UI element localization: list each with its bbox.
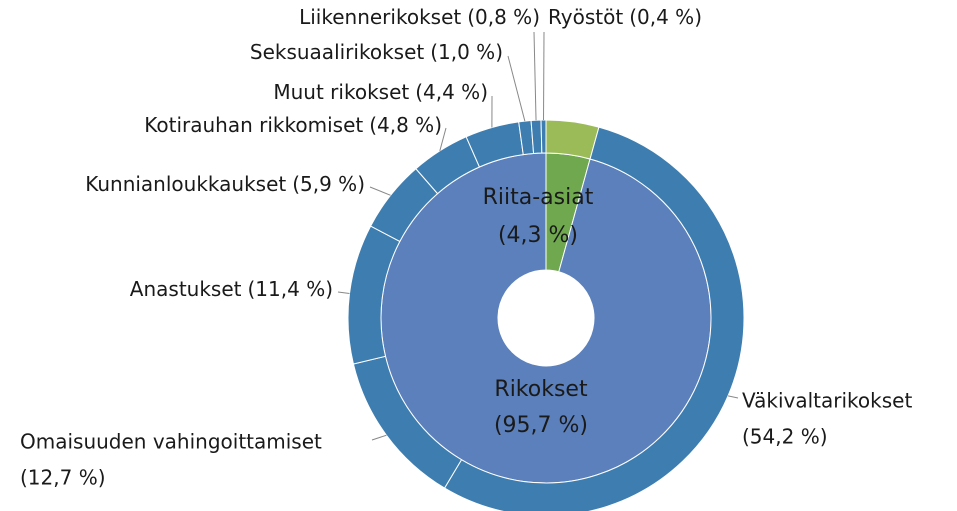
segment-value-label: (4,4 %) [415,80,488,104]
ring-segment [540,119,547,154]
ring-segment [545,119,600,160]
segment-label: Väkivaltarikokset [742,389,912,413]
segment-value-label: (5,9 %) [292,172,365,196]
segment-label: Liikennerikokset (0,8 %) [299,5,540,29]
segment-value-label: (54,2 %) [742,425,828,449]
segment-value-label: (11,4 %) [248,277,334,301]
segment-value-label: (0,4 %) [629,5,702,29]
segment-name: Kunnianloukkaukset [85,172,286,196]
segment-label: Rikokset [494,377,588,402]
segment-label: Ryöstöt (0,4 %) [548,5,702,29]
segment-label: Seksuaalirikokset (1,0 %) [250,40,503,64]
segment-name: Seksuaalirikokset [250,40,424,64]
ring-segment [530,119,543,155]
segment-name: Anastukset [130,277,242,301]
segment-name: Muut rikokset [273,80,409,104]
leader-line [369,186,391,196]
segment-label: Riita-asiat [483,185,594,210]
segment-value-label: (0,8 %) [467,5,540,29]
leader-line [533,31,537,121]
segment-name: Ryöstöt [548,5,623,29]
ring-segment [443,126,745,511]
segment-value-label: (12,7 %) [20,466,106,490]
segment-value-label: (95,7 %) [494,413,588,438]
leader-line [507,55,526,122]
segment-label: Muut rikokset (4,4 %) [273,80,488,104]
segment-label: Kotirauhan rikkomiset (4,8 %) [144,113,442,137]
segment-value-label: (4,8 %) [369,113,442,137]
segment-value-label: (4,3 %) [498,223,578,248]
leader-line [727,395,739,399]
leader-line [439,127,447,152]
segment-name: Kotirauhan rikkomiset [144,113,363,137]
segment-name: Liikennerikokset [299,5,461,29]
segment-label: Omaisuuden vahingoittamiset [20,430,322,454]
segment-label: Anastukset (11,4 %) [130,277,333,301]
segment-value-label: (1,0 %) [430,40,503,64]
leader-line [337,291,350,294]
leader-line [371,434,387,441]
segment-label: Kunnianloukkaukset (5,9 %) [85,172,365,196]
